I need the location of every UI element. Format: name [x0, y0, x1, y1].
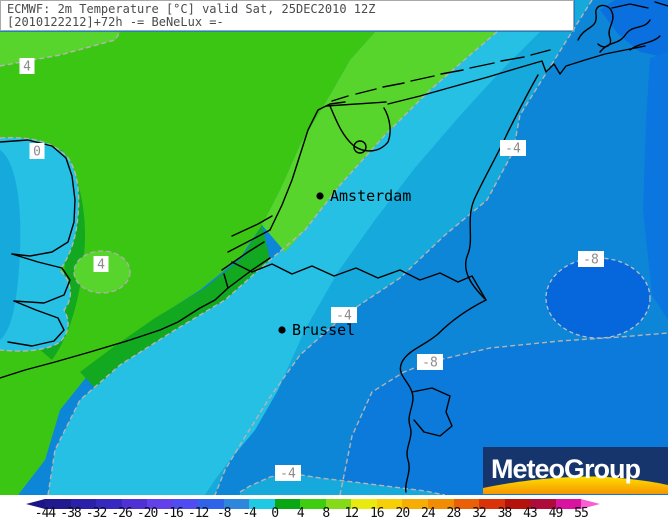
contour-label-box	[500, 140, 526, 156]
colorbar-tick: 28	[446, 506, 462, 521]
colorbar-segment	[402, 499, 428, 509]
colorbar-segment	[172, 499, 199, 509]
colorbar-tick-labels: -44 -38 -32 -26 -20 -16 -12 -8 -4 0 4 8 12 16 20 24 28 32…	[0, 507, 668, 523]
temp-region-cyan-light	[48, 32, 540, 495]
colorbar-tick: -44	[34, 506, 57, 521]
city-markers: Amsterdam Brussel	[278, 187, 411, 339]
temp-region-minus8-oval	[545, 257, 651, 339]
colorbar-segment	[300, 499, 326, 509]
contour-label-box	[331, 307, 357, 323]
contour-label-box	[417, 354, 443, 370]
colorbar-segment	[274, 499, 301, 509]
header-title: ECMWF: 2m Temperature [°C] valid Sat, 25…	[7, 2, 376, 16]
colorbar-tick: 20	[395, 506, 411, 521]
colorbar-tick: 0	[271, 506, 279, 521]
colorbar-tick: -12	[187, 506, 210, 521]
colorbar-segment	[70, 499, 97, 509]
colorbar-segment	[121, 499, 148, 509]
temperature-colorbar: -44 -38 -32 -26 -20 -16 -12 -8 -4 0 4 8 12 16 20 24 28 32…	[0, 495, 668, 524]
contour-label-box	[578, 251, 604, 267]
colorbar-segment	[427, 499, 454, 509]
colorbar-tick: 49	[548, 506, 564, 521]
colorbar-segment	[96, 499, 122, 509]
temperature-map: 4 0 4 -4 -8 -4 -8 -4 Amsterdam Brussel	[0, 0, 668, 495]
colorbar-segment	[453, 499, 480, 509]
colorbar-tick: 4	[296, 506, 305, 521]
contour-label: -8	[583, 253, 599, 268]
contour-labels: 4 0 4 -4 -8 -4 -8 -4	[19, 58, 604, 482]
colorbar-tick: -16	[162, 506, 184, 521]
logo-text: MeteoGroup	[491, 454, 641, 484]
colorbar-segment	[198, 499, 224, 509]
colorbar-segment	[325, 499, 352, 509]
temp-region-green	[0, 32, 375, 495]
city-label: Amsterdam	[330, 187, 411, 205]
colorbar-segment	[249, 499, 275, 509]
city-label: Brussel	[292, 321, 355, 339]
contour-label-box	[19, 58, 35, 74]
contour-label: 0	[33, 145, 41, 160]
colorbar-segment	[223, 499, 250, 509]
contour-label: -4	[280, 467, 296, 482]
colorbar-tick: 8	[322, 506, 330, 521]
colorbar-segment	[45, 499, 71, 509]
colorbar-segments	[45, 499, 582, 509]
colorbar-segment	[504, 499, 531, 509]
colorbar-tick: 38	[497, 506, 513, 521]
colorbar-tick: -38	[60, 506, 82, 521]
contour-label: 4	[97, 258, 105, 273]
city-dot	[316, 192, 324, 200]
colorbar-segment	[530, 499, 556, 509]
contour-label-box	[275, 465, 301, 481]
city-dot	[278, 326, 286, 334]
contour-label-box	[93, 256, 109, 272]
colorbar-tick: 16	[369, 506, 385, 521]
temperature-contours	[0, 0, 668, 495]
meteogroup-logo: MeteoGroup	[483, 447, 668, 494]
contour-label: -4	[336, 309, 352, 324]
temp-region-cyan-mid	[205, 0, 592, 495]
colorbar-segment	[376, 499, 403, 509]
colorbar-segment	[351, 499, 377, 509]
header-subtitle: [2010122212]+72h -= BeNeLux =-	[7, 15, 224, 29]
colorbar-segment	[555, 499, 582, 509]
logo-swoosh	[483, 476, 668, 494]
contour-label: -4	[505, 142, 521, 157]
colorbar-tick: 55	[574, 506, 589, 521]
contour-label: -8	[422, 356, 438, 371]
colorbar-tick: -26	[111, 506, 133, 521]
contour-label: 4	[23, 60, 31, 75]
colorbar-tick: -32	[85, 506, 108, 521]
colorbar-segment	[479, 499, 505, 509]
colorbar-tick: 24	[421, 506, 436, 521]
colorbar-tick: 32	[472, 506, 487, 521]
header-bar: ECMWF: 2m Temperature [°C] valid Sat, 25…	[0, 0, 574, 31]
colorbar-tick: -8	[216, 506, 232, 521]
colorbar-segment	[147, 499, 173, 509]
colorbar-tick: 43	[523, 506, 538, 521]
colorbar-tick: 12	[344, 506, 359, 521]
colorbar-tick: -4	[242, 506, 257, 521]
colorbar-right-arrow	[581, 499, 600, 509]
colorbar-left-arrow	[26, 499, 45, 509]
contour-label-box	[29, 143, 45, 159]
colorbar-tick: -20	[136, 506, 159, 521]
